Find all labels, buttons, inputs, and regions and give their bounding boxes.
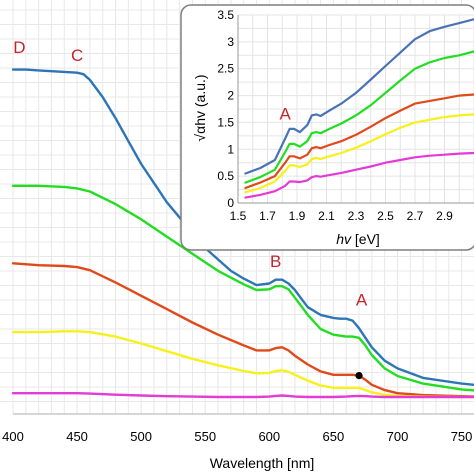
inset-y-tick-label: 3.5 — [217, 8, 234, 22]
inset-peak-labels: A — [280, 105, 292, 124]
inset-y-tick-label: 1 — [227, 142, 234, 156]
main-x-tick-label: 750 — [451, 429, 473, 444]
inset-y-tick-label: 1.5 — [217, 115, 234, 129]
inset-x-tick-label: 1.7 — [259, 209, 276, 223]
inset-y-tick-label: 3 — [227, 35, 234, 49]
main-x-tick-labels: 400 450 500 550 600 650 700 750 — [2, 429, 472, 444]
main-series-line-2 — [11, 262, 474, 398]
inset-series-line-2 — [244, 93, 474, 190]
inset-y-axis-title: √αhv (a.u.) — [192, 74, 208, 141]
main-series-line-3 — [11, 330, 474, 399]
inset-y-tick-label: 2 — [227, 89, 234, 103]
inset-series-line-3 — [244, 113, 474, 194]
inset-y-tick-labels: 0 0.5 1 1.5 2 2.5 3 3.5 — [217, 8, 234, 210]
inset-x-tick-labels: 1.5 1.7 1.9 2.1 2.3 2.5 2.7 2.9 — [230, 209, 454, 223]
data-point-marker — [355, 372, 363, 380]
inset-series-line-1 — [244, 50, 474, 184]
main-x-axis-title: Wavelength [nm] — [210, 455, 315, 471]
inset-x-tick-label: 2.3 — [348, 209, 365, 223]
peak-label-D: D — [13, 38, 25, 57]
peak-label-A: A — [356, 290, 368, 309]
peak-label-B: B — [270, 252, 281, 271]
main-x-tick-label: 450 — [66, 429, 88, 444]
inset-y-tick-label: 0 — [227, 196, 234, 210]
main-x-tick-label: 500 — [130, 429, 152, 444]
main-series-line-1 — [11, 184, 474, 392]
main-x-tick-label: 700 — [387, 429, 409, 444]
peak-label-C: C — [71, 46, 83, 65]
main-plot-series — [11, 68, 474, 399]
inset-x-tick-label: 2.7 — [407, 209, 424, 223]
inset-x-tick-label: 2.1 — [318, 209, 335, 223]
main-series-line-4 — [11, 392, 474, 399]
main-x-tick-label: 600 — [258, 429, 280, 444]
inset-x-axis-title: hv [eV] — [336, 231, 380, 247]
inset-y-tick-label: 0.5 — [217, 169, 234, 183]
inset-peak-label-A: A — [280, 105, 292, 124]
inset-plot-series — [244, 18, 474, 199]
main-peak-labels: D C B A — [13, 38, 368, 309]
main-x-tick-label: 550 — [194, 429, 216, 444]
inset-x-tick-label: 2.5 — [377, 209, 394, 223]
inset-series-line-0 — [244, 18, 474, 175]
inset-plot-grid — [237, 14, 474, 204]
main-x-tick-label: 400 — [2, 429, 24, 444]
inset-x-tick-label: 1.9 — [289, 209, 306, 223]
inset-x-tick-label: 2.9 — [436, 209, 453, 223]
inset-series-line-4 — [244, 151, 474, 199]
main-x-tick-label: 650 — [323, 429, 345, 444]
inset-x-tick-label: 1.5 — [230, 209, 247, 223]
inset-y-tick-label: 2.5 — [217, 62, 234, 76]
main-series-line-0 — [11, 68, 474, 387]
inset-plot: 1.5 1.7 1.9 2.1 2.3 2.5 2.7 2.9 0 0.5 1 1.5 2 2.5 3 3.… — [180, 4, 474, 251]
